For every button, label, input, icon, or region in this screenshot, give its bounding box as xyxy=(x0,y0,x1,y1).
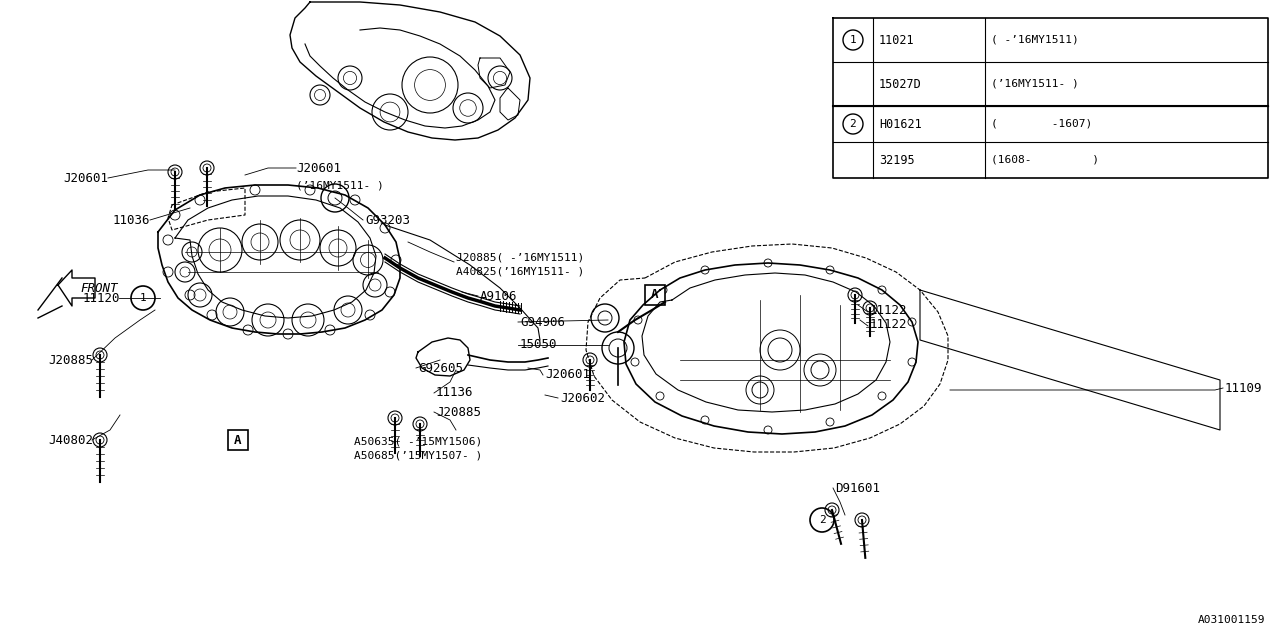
Text: (1608-         ): (1608- ) xyxy=(991,155,1100,165)
Text: 11021: 11021 xyxy=(879,33,915,47)
Text: J20885( -’16MY1511): J20885( -’16MY1511) xyxy=(456,253,584,263)
Text: 15027D: 15027D xyxy=(879,77,922,90)
Text: 1: 1 xyxy=(850,35,856,45)
Text: A50685(’15MY1507- ): A50685(’15MY1507- ) xyxy=(355,451,483,461)
Text: A031001159: A031001159 xyxy=(1198,615,1265,625)
FancyBboxPatch shape xyxy=(228,430,248,450)
Text: 32195: 32195 xyxy=(879,154,915,166)
Text: D91601: D91601 xyxy=(835,481,881,495)
Text: 2: 2 xyxy=(819,515,826,525)
Text: G94906: G94906 xyxy=(520,316,564,328)
Text: (        -1607): ( -1607) xyxy=(991,119,1092,129)
Text: J20601: J20601 xyxy=(63,172,108,184)
Text: 11109: 11109 xyxy=(1225,381,1262,394)
Text: J20602: J20602 xyxy=(561,392,605,404)
Text: G93203: G93203 xyxy=(365,214,410,227)
Text: A40825(’16MY1511- ): A40825(’16MY1511- ) xyxy=(456,267,584,277)
FancyBboxPatch shape xyxy=(645,285,666,305)
Text: J40802: J40802 xyxy=(49,433,93,447)
Text: (’16MY1511- ): (’16MY1511- ) xyxy=(296,180,384,190)
Text: ( -’16MY1511): ( -’16MY1511) xyxy=(991,35,1079,45)
Text: FRONT: FRONT xyxy=(79,282,118,294)
Text: H01621: H01621 xyxy=(879,118,922,131)
Text: 15050: 15050 xyxy=(520,339,558,351)
Text: 11036: 11036 xyxy=(113,214,150,227)
Text: (’16MY1511- ): (’16MY1511- ) xyxy=(991,79,1079,89)
Text: 1: 1 xyxy=(140,293,146,303)
Text: 11120: 11120 xyxy=(82,291,120,305)
Text: A9106: A9106 xyxy=(480,289,517,303)
Text: 2: 2 xyxy=(850,119,856,129)
Text: J20601: J20601 xyxy=(296,161,340,175)
Text: G92605: G92605 xyxy=(419,362,463,374)
Text: A: A xyxy=(652,289,659,301)
Text: 11136: 11136 xyxy=(436,387,474,399)
Text: A50635( -’15MY1506): A50635( -’15MY1506) xyxy=(355,436,483,446)
Text: A: A xyxy=(234,433,242,447)
Text: 11122: 11122 xyxy=(870,319,908,332)
Text: J20601: J20601 xyxy=(545,369,590,381)
Text: J20885: J20885 xyxy=(49,353,93,367)
Text: 11122: 11122 xyxy=(870,303,908,317)
Text: J20885: J20885 xyxy=(436,406,481,419)
